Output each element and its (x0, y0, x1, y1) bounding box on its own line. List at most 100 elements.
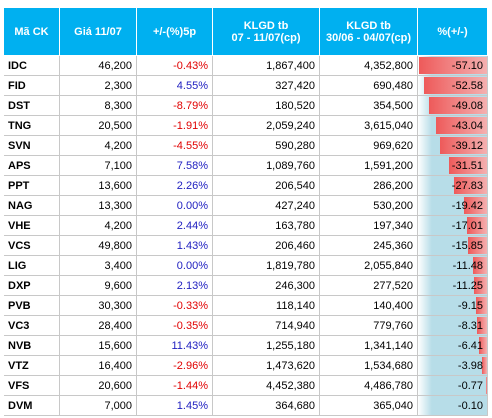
cell-4: 354,500 (320, 96, 418, 116)
cell-text: 197,340 (373, 219, 413, 232)
cell-1: 30,300 (60, 296, 137, 316)
cell-2: 2.13% (137, 276, 213, 296)
cell-text: 8,300 (104, 99, 132, 112)
cell-5: -6.41 (418, 336, 488, 356)
cell-text: 49,800 (98, 239, 132, 252)
cell-text: TNG (8, 119, 32, 132)
cell-text: 2.26% (176, 179, 208, 192)
cell-0: LIG (4, 256, 60, 276)
cell-3: 714,940 (213, 316, 320, 336)
cell-0: PPT (4, 176, 60, 196)
header-cell: Giá 11/07 (60, 8, 137, 56)
cell-text: 1,341,140 (364, 339, 413, 352)
cell-text: 7.58% (176, 159, 208, 172)
cell-text: -0.35% (173, 319, 208, 332)
cell-0: SVN (4, 136, 60, 156)
data-bar (440, 137, 487, 154)
cell-text: 4,486,780 (364, 379, 413, 392)
cell-background (418, 256, 487, 275)
cell-text: -27.83 (451, 179, 483, 192)
cell-2: -4.55% (137, 136, 213, 156)
cell-text: 427,240 (275, 199, 315, 212)
cell-4: 1,591,200 (320, 156, 418, 176)
cell-4: 530,200 (320, 196, 418, 216)
cell-text: 30,300 (98, 299, 132, 312)
cell-text: NVB (8, 339, 32, 352)
cell-1: 7,000 (60, 396, 137, 416)
cell-3: 180,520 (213, 96, 320, 116)
cell-text: -0.77 (457, 379, 483, 392)
cell-0: NAG (4, 196, 60, 216)
cell-4: 969,620 (320, 136, 418, 156)
data-bar (473, 277, 487, 294)
cell-3: 1,255,180 (213, 336, 320, 356)
cell-text: -43.04 (451, 119, 483, 132)
cell-background (418, 376, 487, 395)
cell-2: 1.43% (137, 236, 213, 256)
cell-text: 1,591,200 (364, 159, 413, 172)
cell-1: 4,200 (60, 136, 137, 156)
cell-4: 1,341,140 (320, 336, 418, 356)
cell-text: APS (8, 159, 31, 172)
cell-5: -39.12 (418, 136, 488, 156)
cell-1: 49,800 (60, 236, 137, 256)
cell-2: 2.44% (137, 216, 213, 236)
cell-5: -27.83 (418, 176, 488, 196)
cell-text: 2,059,240 (266, 119, 315, 132)
header-text: KLGD tb (243, 19, 289, 32)
header-cell: Mã CK (4, 8, 60, 56)
data-bar (476, 297, 487, 314)
cell-text: VCS (8, 239, 31, 252)
cell-text: 28,400 (98, 319, 132, 332)
cell-0: VHE (4, 216, 60, 236)
cell-text: 2,300 (104, 79, 132, 92)
cell-4: 690,480 (320, 76, 418, 96)
cell-text: 15,600 (98, 339, 132, 352)
cell-5: -15.85 (418, 236, 488, 256)
cell-text: 46,200 (98, 59, 132, 72)
cell-2: 11.43% (137, 336, 213, 356)
cell-2: 0.00% (137, 196, 213, 216)
cell-text: 2.44% (176, 219, 208, 232)
cell-4: 2,055,840 (320, 256, 418, 276)
cell-5: -49.08 (418, 96, 488, 116)
cell-2: -0.33% (137, 296, 213, 316)
cell-3: 364,680 (213, 396, 320, 416)
cell-1: 8,300 (60, 96, 137, 116)
cell-1: 20,600 (60, 376, 137, 396)
cell-text: 1,473,620 (266, 359, 315, 372)
cell-text: 530,200 (373, 199, 413, 212)
cell-3: 4,452,380 (213, 376, 320, 396)
cell-text: IDC (8, 59, 27, 72)
cell-5: -11.25 (418, 276, 488, 296)
cell-background (418, 356, 487, 375)
cell-0: DST (4, 96, 60, 116)
cell-3: 1,473,620 (213, 356, 320, 376)
cell-text: 11.43% (171, 339, 209, 352)
cell-text: 16,400 (98, 359, 132, 372)
cell-text: 1,089,760 (266, 159, 315, 172)
cell-3: 118,140 (213, 296, 320, 316)
cell-text: -11.25 (452, 279, 483, 292)
cell-text: 327,420 (275, 79, 315, 92)
cell-text: 9,600 (104, 279, 132, 292)
cell-text: -57.10 (451, 59, 483, 72)
cell-text: 7,000 (104, 399, 132, 412)
data-bar (428, 97, 487, 114)
cell-5: -0.10 (418, 396, 488, 416)
header-text: +/-(%)5p (152, 25, 197, 38)
header-text: Mã CK (14, 25, 49, 38)
cell-0: VC3 (4, 316, 60, 336)
cell-text: 690,480 (373, 79, 413, 92)
cell-text: -1.91% (173, 119, 208, 132)
header-cell: KLGD tb 07 - 11/07(cp) (213, 8, 320, 56)
cell-4: 779,760 (320, 316, 418, 336)
cell-0: FID (4, 76, 60, 96)
cell-text: PVB (8, 299, 31, 312)
cell-text: 4,200 (104, 139, 132, 152)
cell-text: 1.45% (176, 399, 208, 412)
cell-0: TNG (4, 116, 60, 136)
cell-1: 28,400 (60, 316, 137, 336)
cell-text: 4,200 (104, 219, 132, 232)
cell-text: 365,040 (373, 399, 413, 412)
